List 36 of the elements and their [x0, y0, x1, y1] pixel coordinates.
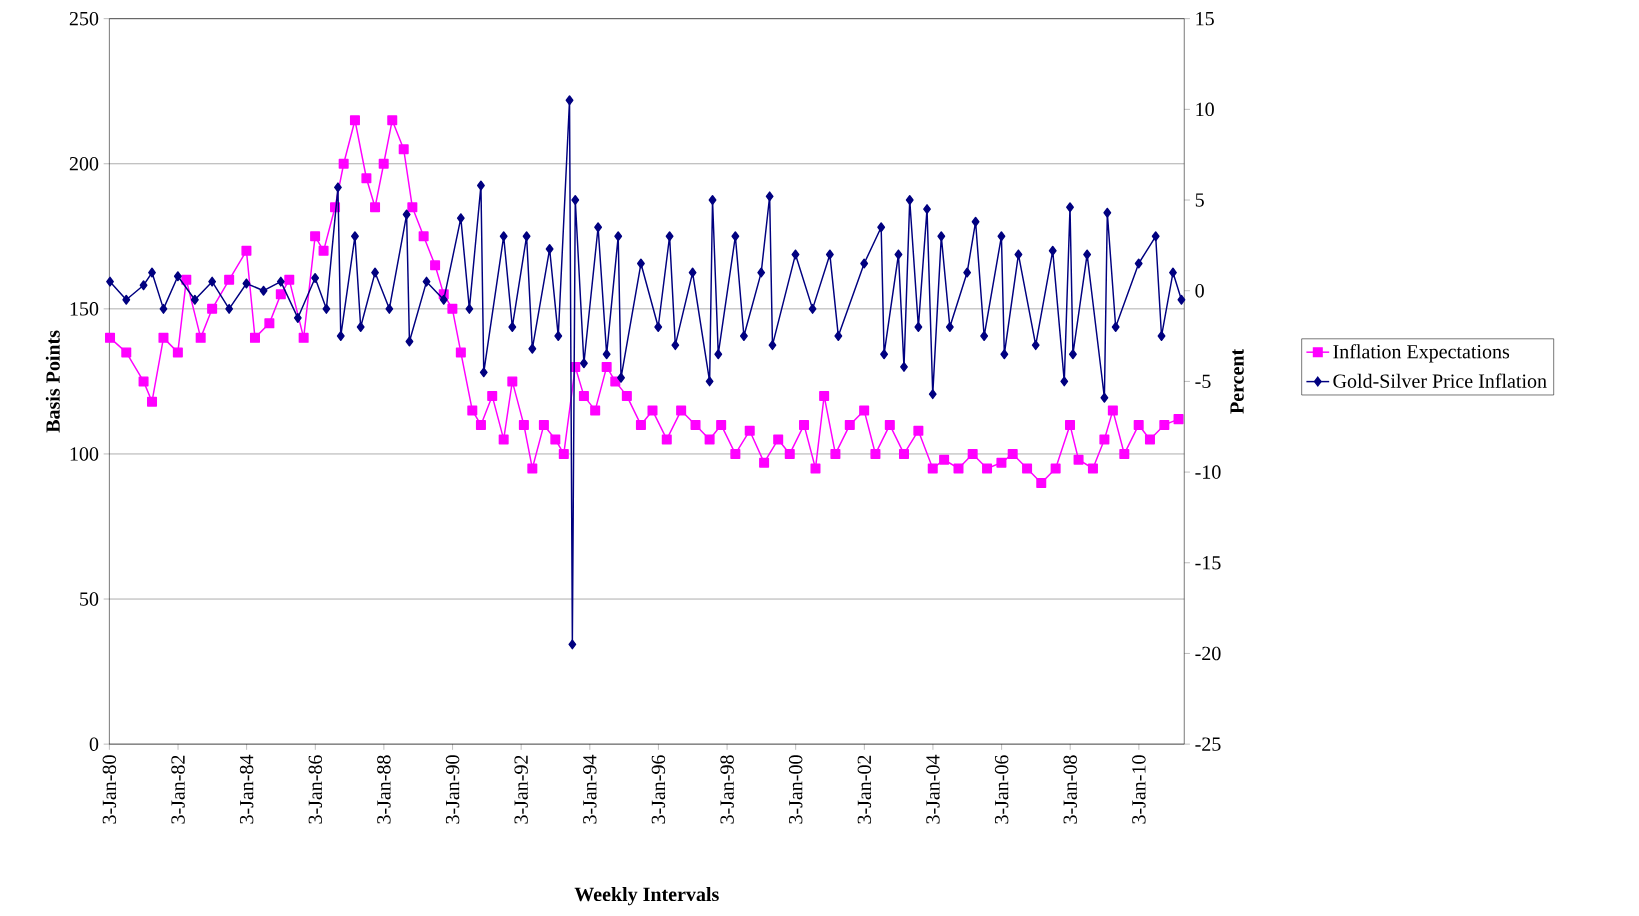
y2-tick-label: 15 [1196, 11, 1214, 26]
legend-label: Inflation Expectations [1333, 344, 1510, 363]
y2-tick-label: -20 [1195, 646, 1221, 661]
x-tick-label: 3-Jan-88 [377, 755, 391, 824]
y-tick-label: 250 [69, 11, 99, 26]
y2-tick-label: -15 [1195, 556, 1221, 570]
x-tick-label: 3-Jan-02 [857, 755, 872, 824]
x-tick-label: 3-Jan-04 [926, 754, 940, 824]
y-tick-label: 50 [80, 592, 99, 606]
y-tick-label: 200 [69, 156, 99, 171]
y-tick-label: 100 [70, 447, 99, 461]
legend-label: Gold-Silver Price Inflation [1333, 373, 1547, 388]
x-tick-label: 3-Jan-90 [445, 755, 460, 824]
x-tick-label: 3-Jan-96 [651, 755, 666, 824]
x-tick-label: 3-Jan-82 [171, 755, 185, 824]
y2-tick-label: 0 [1195, 283, 1204, 298]
y-axis-title: Basis Points [45, 330, 60, 433]
x-tick-label: 3-Jan-06 [994, 755, 1009, 824]
x-tick-label: 3-Jan-10 [1132, 755, 1146, 824]
y2-tick-label: -25 [1195, 737, 1221, 751]
y-tick-label: 0 [89, 737, 99, 751]
x-tick-label: 3-Jan-84 [239, 754, 254, 824]
x-tick-label: 3-Jan-94 [583, 754, 597, 824]
x-tick-label: 3-Jan-92 [514, 755, 528, 824]
x-axis-title: Weekly Intervals [574, 886, 719, 906]
y2-tick-label: 5 [1195, 193, 1204, 207]
x-tick-label: 3-Jan-86 [308, 755, 323, 824]
x-tick-label: 3-Jan-80 [102, 755, 117, 824]
y2-tick-label: -10 [1195, 465, 1221, 479]
x-tick-label: 3-Jan-00 [788, 755, 803, 824]
y2-tick-label: 10 [1196, 102, 1214, 117]
y2-tick-label: -5 [1195, 374, 1211, 388]
y2-axis-title: Percent [1230, 348, 1244, 414]
x-tick-label: 3-Jan-08 [1063, 755, 1077, 824]
y-tick-label: 150 [70, 302, 99, 316]
x-tick-label: 3-Jan-98 [720, 755, 734, 824]
